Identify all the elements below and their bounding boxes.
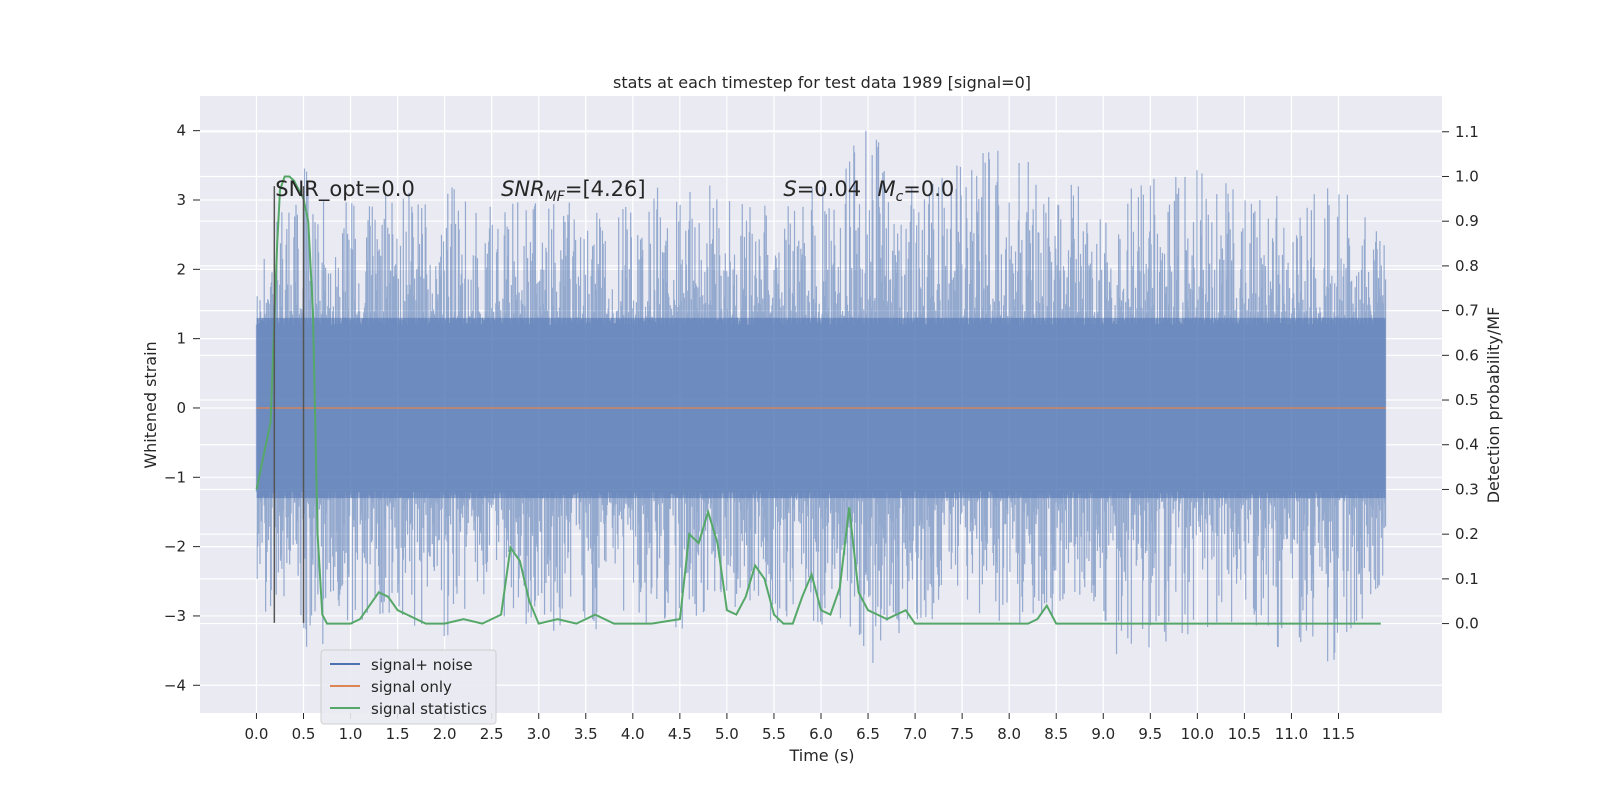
left-y-tick-label: 2 bbox=[176, 260, 186, 278]
x-tick-label: 7.5 bbox=[950, 725, 974, 743]
vertical-markers bbox=[273, 186, 305, 623]
x-tick-label: 0.0 bbox=[245, 725, 269, 743]
left-y-tick-label: 3 bbox=[176, 191, 186, 209]
x-tick-label: 1.5 bbox=[386, 725, 410, 743]
x-tick-label: 6.0 bbox=[809, 725, 833, 743]
annotation-snr-opt: SNR_opt=0.0 bbox=[275, 177, 415, 202]
annotation-snr-mf: SNRMF=[4.26] bbox=[501, 177, 646, 205]
right-y-tick-label: 0.8 bbox=[1455, 257, 1479, 275]
x-tick-label: 10.5 bbox=[1228, 725, 1261, 743]
legend-box bbox=[320, 649, 497, 725]
right-y-tick-label: 0.3 bbox=[1455, 480, 1479, 498]
x-tick-label: 5.5 bbox=[762, 725, 786, 743]
x-tick-label: 4.0 bbox=[621, 725, 645, 743]
legend: signal+ noise signal only signal statist… bbox=[320, 649, 497, 725]
signal-statistics-series bbox=[255, 175, 1381, 625]
right-y-tick-label: 0.4 bbox=[1455, 436, 1479, 454]
x-tick-label: 0.5 bbox=[292, 725, 316, 743]
legend-label-signal-statistics: signal statistics bbox=[371, 700, 487, 718]
right-y-tick-label: 0.1 bbox=[1455, 570, 1479, 588]
right-y-axis-ticks: 0.0 0.1 0.2 0.3 0.4 0.5 0.6 0.7 0.8 0.9 1.0 1.1 bbox=[1442, 123, 1479, 633]
right-y-tick-label: 0.6 bbox=[1455, 346, 1479, 364]
x-tick-label: 5.0 bbox=[715, 725, 739, 743]
x-tick-label: 2.0 bbox=[433, 725, 457, 743]
x-tick-label: 2.5 bbox=[480, 725, 504, 743]
x-tick-label: 9.0 bbox=[1091, 725, 1115, 743]
annotation-s: S=0.04 bbox=[783, 177, 861, 201]
x-tick-label: 3.0 bbox=[527, 725, 551, 743]
left-y-tick-label: −3 bbox=[164, 607, 186, 625]
right-y-tick-label: 1.1 bbox=[1455, 123, 1479, 141]
left-y-tick-label: −4 bbox=[164, 676, 186, 694]
left-y-tick-label: −1 bbox=[164, 468, 186, 486]
left-y-axis-ticks: −4 −3 −2 −1 0 1 2 3 4 bbox=[164, 122, 200, 694]
legend-label-signal-only: signal only bbox=[371, 678, 452, 696]
right-y-axis-label: Detection probability/MF bbox=[1484, 307, 1503, 504]
x-axis-ticks: 0.0 0.5 1.0 1.5 2.0 2.5 3.0 3.5 4.0 4.5 5.0 5.5 6.0 6… bbox=[245, 713, 1355, 743]
x-tick-label: 9.5 bbox=[1138, 725, 1162, 743]
x-axis-label: Time (s) bbox=[788, 746, 854, 765]
x-tick-label: 8.0 bbox=[997, 725, 1021, 743]
x-tick-label: 3.5 bbox=[574, 725, 598, 743]
x-tick-label: 1.0 bbox=[339, 725, 363, 743]
left-y-tick-label: 0 bbox=[176, 399, 186, 417]
left-y-axis-label: Whitened strain bbox=[141, 341, 160, 468]
left-y-tick-label: 1 bbox=[176, 330, 186, 348]
noise-spikes bbox=[255, 130, 1387, 663]
right-y-tick-label: 0.5 bbox=[1455, 391, 1479, 409]
right-y-tick-label: 0.7 bbox=[1455, 302, 1479, 320]
right-y-tick-label: 1.0 bbox=[1455, 167, 1479, 185]
x-tick-label: 4.5 bbox=[668, 725, 692, 743]
right-y-tick-label: 0.9 bbox=[1455, 212, 1479, 230]
x-tick-label: 10.0 bbox=[1181, 725, 1214, 743]
x-tick-label: 11.5 bbox=[1322, 725, 1355, 743]
x-tick-label: 8.5 bbox=[1044, 725, 1068, 743]
legend-label-signal-noise: signal+ noise bbox=[371, 656, 473, 674]
left-y-tick-label: 4 bbox=[176, 122, 186, 140]
left-y-tick-label: −2 bbox=[164, 538, 186, 556]
signal-statistics-line bbox=[255, 175, 1381, 625]
x-tick-label: 11.0 bbox=[1275, 725, 1308, 743]
annotations: SNR_opt=0.0 SNRMF=[4.26] S=0.04 Mc=0.0 bbox=[275, 177, 954, 205]
x-tick-label: 6.5 bbox=[856, 725, 880, 743]
chart-title: stats at each timestep for test data 198… bbox=[613, 73, 1031, 92]
right-y-tick-label: 0.2 bbox=[1455, 525, 1479, 543]
annotation-mc: Mc=0.0 bbox=[877, 177, 954, 205]
right-y-tick-label: 0.0 bbox=[1455, 615, 1479, 633]
x-tick-label: 7.0 bbox=[903, 725, 927, 743]
